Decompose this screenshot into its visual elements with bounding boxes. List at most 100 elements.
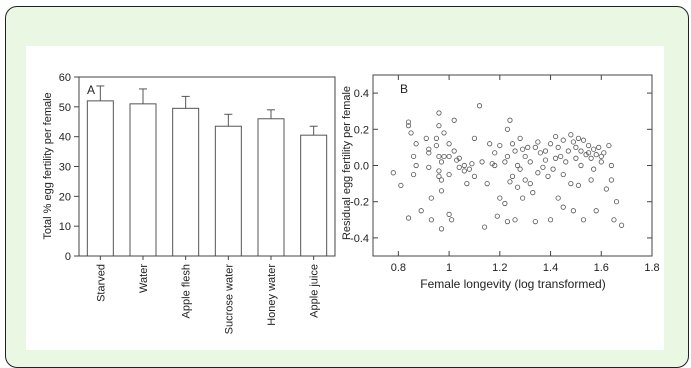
scatter-point	[591, 166, 597, 172]
scatter-point	[464, 181, 470, 187]
scatter-point	[560, 137, 566, 143]
bar-x-ticks: Starved Water Apple flesh Sucrose water Hone…	[95, 256, 321, 335]
scatter-point	[555, 195, 561, 201]
bar	[172, 107, 200, 257]
scatter-point	[593, 208, 599, 214]
scatter-point	[497, 195, 503, 201]
scatter-point	[405, 123, 412, 129]
scatter-point	[451, 117, 457, 123]
scatter-point	[527, 181, 533, 187]
scatter-point	[598, 153, 604, 160]
scatter-point	[553, 155, 559, 161]
scatter-point	[553, 133, 559, 140]
scatter-point	[591, 146, 597, 152]
scatter-point	[560, 204, 566, 210]
scatter-x-tick-label: 1.2	[492, 262, 507, 274]
scatter-point	[466, 166, 472, 172]
scatter-point	[438, 177, 445, 183]
scatter-point	[507, 117, 513, 123]
scatter-point	[575, 135, 582, 141]
scatter-point	[446, 211, 452, 217]
scatter-point	[481, 224, 488, 230]
scatter-x-tick-label: 0.8	[391, 262, 406, 274]
scatter-x-ticks: 0.8 1 1.2 1.4 1.6 1.8	[391, 75, 660, 274]
scatter-point	[456, 164, 462, 170]
bar-y-tick-label: 10	[59, 221, 71, 233]
scatter-point	[469, 161, 475, 167]
bar	[257, 118, 285, 257]
scatter-point	[413, 162, 419, 169]
scatter-point	[547, 217, 554, 223]
scatter-point	[492, 150, 498, 156]
panel-a-label: A	[87, 83, 95, 97]
scatter-point	[390, 170, 396, 176]
scatter-point	[487, 141, 493, 147]
scatter-point	[593, 152, 599, 158]
scatter-point	[484, 181, 490, 187]
scatter-point	[438, 188, 445, 194]
scatter-point	[428, 217, 434, 223]
scatter-point	[575, 182, 582, 189]
scatter-point	[471, 173, 478, 179]
scatter-point	[565, 148, 571, 154]
scatter-point	[532, 219, 538, 225]
bar-x-tick-label: Sucrose water	[223, 264, 235, 335]
scatter-point	[497, 142, 503, 149]
bar-y-tick-label: 40	[59, 132, 71, 144]
scatter-x-tick-label: 1.8	[644, 262, 659, 274]
scatter-point	[471, 135, 478, 141]
scatter-point	[514, 184, 521, 190]
scatter-point	[428, 195, 434, 201]
bar	[214, 125, 242, 257]
scatter-point	[514, 162, 521, 169]
scatter-point	[451, 148, 457, 154]
scatter-point	[606, 142, 612, 149]
scatter-point	[512, 148, 518, 154]
scatter-point	[558, 153, 564, 160]
scatter-x-axis-label: Female longevity (log transformed)	[420, 277, 605, 291]
bar-y-tick-label: 0	[65, 251, 71, 263]
scatter-point	[441, 153, 447, 160]
scatter-point	[596, 144, 602, 150]
scatter-point	[568, 132, 574, 138]
scatter-point	[578, 148, 584, 154]
scatter-point	[438, 159, 445, 165]
scatter-point	[413, 141, 419, 147]
bar-y-axis-label: Total % egg fertility per female	[42, 92, 54, 239]
scatter-point	[517, 135, 523, 141]
scatter-point	[426, 146, 432, 152]
scatter-point	[479, 159, 485, 165]
scatter-point	[588, 177, 594, 183]
scatter-point	[545, 173, 551, 179]
scatter-point	[540, 164, 546, 170]
scatter-point	[504, 219, 511, 225]
scatter-point	[507, 179, 513, 185]
scatter-point	[580, 217, 587, 223]
bar	[129, 103, 157, 257]
scatter-point	[441, 130, 447, 136]
bar-x-tick-label: Apple flesh	[181, 264, 193, 318]
bar-x-tick-label: Water	[138, 264, 150, 293]
panel-b-label: B	[400, 82, 408, 96]
scatter-point	[436, 168, 442, 174]
scatter-point	[535, 170, 541, 176]
scatter-x-tick-label: 1.6	[594, 262, 609, 274]
scatter-y-tick-label: 0.0	[354, 161, 369, 173]
scatter-y-tick-label: -0.2	[350, 197, 369, 209]
scatter-point	[550, 166, 556, 172]
scatter-y-tick-label: 0.4	[354, 88, 369, 100]
scatter-x-tick-label: 1	[446, 262, 452, 274]
scatter-point	[547, 141, 554, 147]
scatter-point	[520, 195, 526, 201]
scatter-point	[527, 159, 533, 165]
scatter-point	[433, 135, 440, 141]
scatter-point	[456, 155, 462, 161]
scatter-point	[436, 153, 442, 160]
scatter-point	[585, 150, 592, 156]
bar-plot-frame	[78, 76, 336, 257]
scatter-point	[405, 215, 412, 221]
scatter-point	[436, 123, 442, 129]
bar-y-tick-label: 20	[59, 191, 71, 203]
bar-x-tick-label: Starved	[95, 264, 107, 302]
scatter-point	[580, 137, 587, 143]
